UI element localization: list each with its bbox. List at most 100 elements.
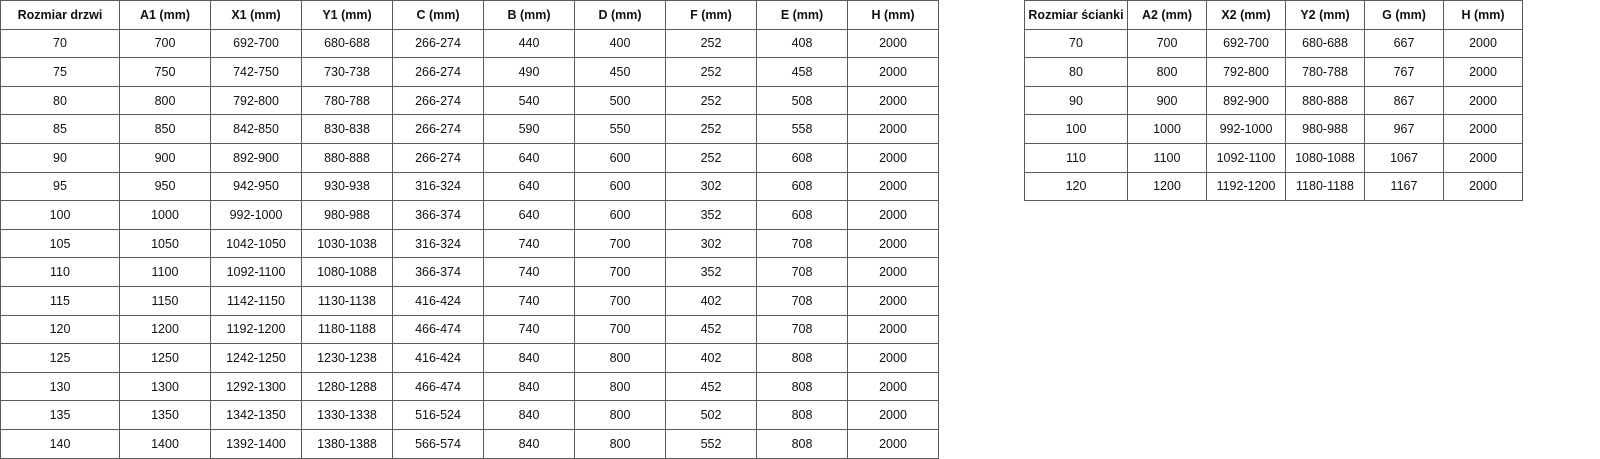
table-row: 95 950 942-950 930-938 316-324 640 600 302 608 20…	[0, 171, 939, 202]
table-cell: 550	[574, 114, 666, 144]
table-header-row: Rozmiar drzwi A1 (mm) X1 (mm) Y1 (mm) C (mm)…	[0, 0, 939, 30]
table-cell: 1250	[119, 343, 211, 373]
table-cell: 1130-1138	[301, 285, 393, 316]
table-cell: 110	[1024, 142, 1128, 173]
table-cell: 490	[483, 57, 575, 87]
table-cell: 708	[756, 228, 848, 259]
table-cell: 1230-1238	[301, 343, 393, 373]
table-cell: 850	[119, 114, 211, 144]
table-cell: 115	[0, 285, 120, 316]
table-cell: 130	[0, 371, 120, 402]
table-cell: 2000	[847, 400, 939, 430]
table-cell: 95	[0, 171, 120, 202]
table-cell: 552	[665, 428, 757, 459]
table-cell: 1292-1300	[210, 371, 302, 402]
table-cell: 302	[665, 228, 757, 259]
table-cell: 402	[665, 343, 757, 373]
table-cell: 730-738	[301, 57, 393, 87]
table-cell: 1167	[1364, 171, 1444, 202]
table-cell: 2000	[847, 28, 939, 59]
table-cell: 700	[1127, 28, 1207, 59]
table-cell: 1350	[119, 400, 211, 430]
table-cell: 2000	[847, 114, 939, 144]
table-cell: 1042-1050	[210, 228, 302, 259]
table-cell: 600	[574, 200, 666, 230]
table-cell: 100	[0, 200, 120, 230]
table-cell: 120	[1024, 171, 1128, 202]
table-cell: 740	[483, 228, 575, 259]
table-cell: 942-950	[210, 171, 302, 202]
table-cell: 316-324	[392, 228, 484, 259]
column-header: H (mm)	[1443, 0, 1523, 30]
table-row: 110 1100 1092-1100 1080-1088 1067 2000	[1024, 142, 1523, 173]
table-cell: 266-274	[392, 28, 484, 59]
table-cell: 302	[665, 171, 757, 202]
table-cell: 2000	[847, 142, 939, 173]
table-cell: 1092-1100	[1206, 142, 1286, 173]
table-cell: 608	[756, 200, 848, 230]
column-header: A1 (mm)	[119, 0, 211, 30]
table-cell: 80	[0, 85, 120, 116]
table-cell: 1067	[1364, 142, 1444, 173]
table-cell: 640	[483, 171, 575, 202]
table-row: 80 800 792-800 780-788 767 2000	[1024, 57, 1523, 87]
column-header: Y1 (mm)	[301, 0, 393, 30]
table-cell: 800	[574, 371, 666, 402]
table-cell: 266-274	[392, 114, 484, 144]
table-cell: 252	[665, 57, 757, 87]
table-cell: 2000	[847, 257, 939, 287]
table-cell: 680-688	[1285, 28, 1365, 59]
table-cell: 808	[756, 343, 848, 373]
table-cell: 1030-1038	[301, 228, 393, 259]
table-cell: 700	[574, 228, 666, 259]
table-cell: 740	[483, 314, 575, 345]
table-cell: 808	[756, 428, 848, 459]
table-cell: 400	[574, 28, 666, 59]
table-cell: 125	[0, 343, 120, 373]
table-cell: 458	[756, 57, 848, 87]
table-cell: 600	[574, 171, 666, 202]
table-cell: 840	[483, 343, 575, 373]
table-cell: 1200	[1127, 171, 1207, 202]
table-cell: 840	[483, 428, 575, 459]
table-cell: 90	[0, 142, 120, 173]
column-header: A2 (mm)	[1127, 0, 1207, 30]
table-cell: 980-988	[1285, 114, 1365, 144]
table-cell: 1380-1388	[301, 428, 393, 459]
table-cell: 1192-1200	[210, 314, 302, 345]
column-header: Rozmiar drzwi	[0, 0, 120, 30]
table-row: 115 1150 1142-1150 1130-1138 416-424 740 700 40…	[0, 285, 939, 316]
table-cell: 100	[1024, 114, 1128, 144]
table-cell: 1242-1250	[210, 343, 302, 373]
table-cell: 440	[483, 28, 575, 59]
table-row: 75 750 742-750 730-738 266-274 490 450 252 458 20…	[0, 57, 939, 87]
table-cell: 450	[574, 57, 666, 87]
table-row: 120 1200 1192-1200 1180-1188 1167 2000	[1024, 171, 1523, 202]
table-cell: 708	[756, 285, 848, 316]
table-cell: 800	[574, 428, 666, 459]
table-cell: 1200	[119, 314, 211, 345]
table-cell: 316-324	[392, 171, 484, 202]
table-cell: 590	[483, 114, 575, 144]
table-cell: 2000	[847, 314, 939, 345]
table-cell: 70	[0, 28, 120, 59]
table-cell: 252	[665, 85, 757, 116]
table-cell: 466-474	[392, 314, 484, 345]
table-row: 85 850 842-850 830-838 266-274 590 550 252 558 20…	[0, 114, 939, 144]
column-header: B (mm)	[483, 0, 575, 30]
table-cell: 452	[665, 314, 757, 345]
table-cell: 1180-1188	[301, 314, 393, 345]
table-cell: 252	[665, 28, 757, 59]
table-cell: 992-1000	[210, 200, 302, 230]
table-cell: 1330-1338	[301, 400, 393, 430]
table-cell: 700	[119, 28, 211, 59]
table-cell: 667	[1364, 28, 1444, 59]
table-cell: 75	[0, 57, 120, 87]
column-header: C (mm)	[392, 0, 484, 30]
table-cell: 105	[0, 228, 120, 259]
table-cell: 830-838	[301, 114, 393, 144]
table-cell: 842-850	[210, 114, 302, 144]
table-cell: 700	[574, 257, 666, 287]
table-cell: 992-1000	[1206, 114, 1286, 144]
table-row: 90 900 892-900 880-888 266-274 640 600 252 608 20…	[0, 142, 939, 173]
